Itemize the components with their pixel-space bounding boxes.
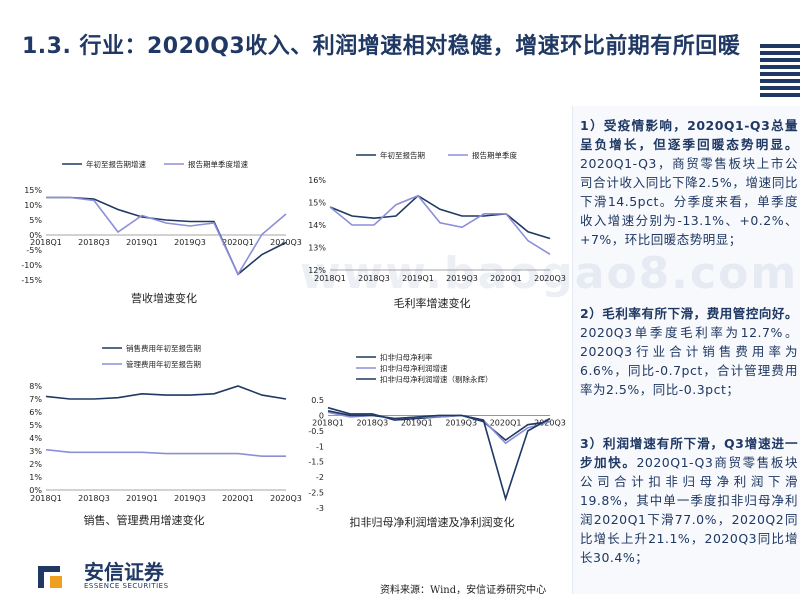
chart-caption: 销售、管理费用增速变化 <box>84 513 205 527</box>
x-tick-label: 2019Q3 <box>174 238 206 247</box>
y-tick-label: 4% <box>29 434 42 443</box>
y-tick-label: -5% <box>26 246 42 255</box>
series-line <box>46 196 287 276</box>
legend-label: 管理费用年初至报告期 <box>126 359 201 369</box>
x-tick-label: 2019Q3 <box>174 494 206 503</box>
x-tick-label: 2019Q1 <box>126 238 158 247</box>
gross-margin-chart: 16% 15% 14% 13% 12%2018Q1 2018Q3 2019Q1 2019Q3 2… <box>308 150 566 310</box>
y-tick-label: -0.5 <box>308 427 324 436</box>
chart-caption: 扣非归母净利润增速及净利润变化 <box>350 515 515 529</box>
paragraph-3-body: 2020Q1-Q3商贸零售板块公司合计扣非归母净利润下滑19.8%，其中单一季度… <box>580 455 798 565</box>
page-title: 1.3. 行业：2020Q3收入、利润增速相对稳健，增速环比前期有所回暖 <box>22 34 741 59</box>
paragraph-2: 2）毛利率有所下滑，费用管控向好。 2020Q3单季度毛利率为12.7%。2020… <box>580 304 798 399</box>
y-tick-label: 15% <box>308 199 326 208</box>
net-profit-growth-chart: 0.5 0 -0.5 -1 -1.5 -2 -2.5 -3 2018Q1 2018Q3 2019Q1… <box>308 352 565 529</box>
y-tick-label: 12% <box>308 266 326 275</box>
x-tick-label: 2018Q1 <box>30 238 62 247</box>
y-tick-label: 1% <box>29 473 42 482</box>
x-tick-label: 2020Q3 <box>534 418 566 427</box>
series-line <box>329 194 551 255</box>
x-tick-label: 2020Q1 <box>490 418 522 427</box>
y-tick-label: 15% <box>24 186 42 195</box>
paragraph-2-body: 2020Q3单季度毛利率为12.7%。2020Q3行业合计销售费用率为6.6%，… <box>580 325 798 397</box>
legend-label: 扣非归母净利率 <box>380 352 433 362</box>
title-stripes-decoration <box>760 44 800 102</box>
x-tick-label: 2018Q3 <box>357 418 389 427</box>
legend-label: 年初至报告期增速 <box>86 159 146 169</box>
paragraph-1-body: 2020Q1-Q3，商贸零售板块上市公司合计收入同比下降2.5%，增速同比下滑1… <box>580 156 798 247</box>
y-tick-label: 0 <box>319 411 324 420</box>
y-tick-label: -3 <box>316 504 324 513</box>
y-tick-label: 5% <box>29 421 42 430</box>
y-tick-label: 5% <box>29 216 42 225</box>
y-tick-label: -1.5 <box>308 458 324 467</box>
series-line <box>46 196 287 276</box>
chart-caption: 毛利率增速变化 <box>394 296 471 310</box>
legend-label: 扣非归母净利润增速 <box>380 363 448 373</box>
x-tick-label: 2018Q1 <box>314 274 346 283</box>
y-tick-label: -2 <box>316 473 324 482</box>
y-tick-label: 14% <box>308 221 326 230</box>
x-tick-label: 2018Q1 <box>30 494 62 503</box>
x-tick-label: 2020Q3 <box>270 494 302 503</box>
legend-label: 年初至报告期 <box>380 150 425 160</box>
series-line <box>45 385 287 400</box>
y-tick-label: 0% <box>29 486 42 495</box>
x-tick-label: 2019Q1 <box>126 494 158 503</box>
y-tick-label: 3% <box>29 447 42 456</box>
series-line <box>329 194 551 240</box>
y-tick-label: 6% <box>29 408 42 417</box>
y-tick-label: -15% <box>21 276 42 285</box>
x-tick-label: 2020Q1 <box>490 274 522 283</box>
brand-logo-icon <box>38 566 62 588</box>
legend-label: 扣非归母净利润增速（剔除永辉） <box>380 374 493 384</box>
legend-label: 报告期单季度 <box>472 150 517 160</box>
x-tick-label: 2020Q1 <box>222 238 254 247</box>
legend-label: 销售费用年初至报告期 <box>126 343 201 353</box>
commentary-panel <box>572 106 800 594</box>
series-line <box>327 411 551 445</box>
brand-subtitle: ESSENCE SECURITIES <box>84 582 169 590</box>
x-tick-label: 2018Q3 <box>358 274 390 283</box>
y-tick-label: 2% <box>29 460 42 469</box>
revenue-growth-chart: 15% 10% 5% 0% -5% -10% -15% 2018Q1 2018Q3 2019Q1 2… <box>21 159 302 305</box>
y-tick-label: -10% <box>21 261 42 270</box>
y-tick-label: 0% <box>29 231 42 240</box>
brand-name: 安信证券 <box>84 560 164 584</box>
legend-label: 报告期单季度增速 <box>188 159 248 169</box>
chart-caption: 营收增速变化 <box>131 291 197 305</box>
y-tick-label: 8% <box>29 382 42 391</box>
x-tick-label: 2019Q1 <box>402 274 434 283</box>
y-tick-label: 7% <box>29 395 42 404</box>
paragraph-3: 3）利润增速有所下滑，Q3增速进一步加快。2020Q1-Q3商贸零售板块公司合计… <box>580 434 798 567</box>
series-line <box>45 448 286 457</box>
x-tick-label: 2020Q1 <box>222 494 254 503</box>
paragraph-1-heading: 1）受疫情影响，2020Q1-Q3总量呈负增长，但逐季回暖态势明显。 <box>580 118 798 152</box>
paragraph-2-heading: 2）毛利率有所下滑，费用管控向好。 <box>580 306 798 321</box>
x-tick-label: 2019Q3 <box>445 418 477 427</box>
y-tick-label: -1 <box>316 442 324 451</box>
y-tick-label: 10% <box>24 201 42 210</box>
x-tick-label: 2019Q3 <box>446 274 478 283</box>
x-tick-label: 2019Q1 <box>401 418 433 427</box>
y-tick-label: 16% <box>308 176 326 185</box>
x-tick-label: 2020Q3 <box>534 274 566 283</box>
expense-ratio-chart: 8% 7% 6% 5% 4% 3% 2% 1% 0%2018Q1 2018Q3 2019Q1 2019… <box>29 343 302 527</box>
paragraph-1: 1）受疫情影响，2020Q1-Q3总量呈负增长，但逐季回暖态势明显。 2020Q1… <box>580 116 798 249</box>
paragraph-3-heading: 3）利润增速有所下滑，Q3增速进一步加快。 <box>580 436 798 470</box>
x-tick-label: 2018Q3 <box>78 238 110 247</box>
y-tick-label: 0.5 <box>311 396 324 405</box>
series-line <box>327 410 551 502</box>
watermark: www.baogao8.com <box>300 248 799 299</box>
y-tick-label: -2.5 <box>308 489 324 498</box>
x-tick-label: 2018Q1 <box>312 418 344 427</box>
source-note: 资料来源：Wind，安信证券研究中心 <box>380 585 547 596</box>
x-tick-label: 2018Q3 <box>78 494 110 503</box>
y-tick-label: 13% <box>308 244 326 253</box>
